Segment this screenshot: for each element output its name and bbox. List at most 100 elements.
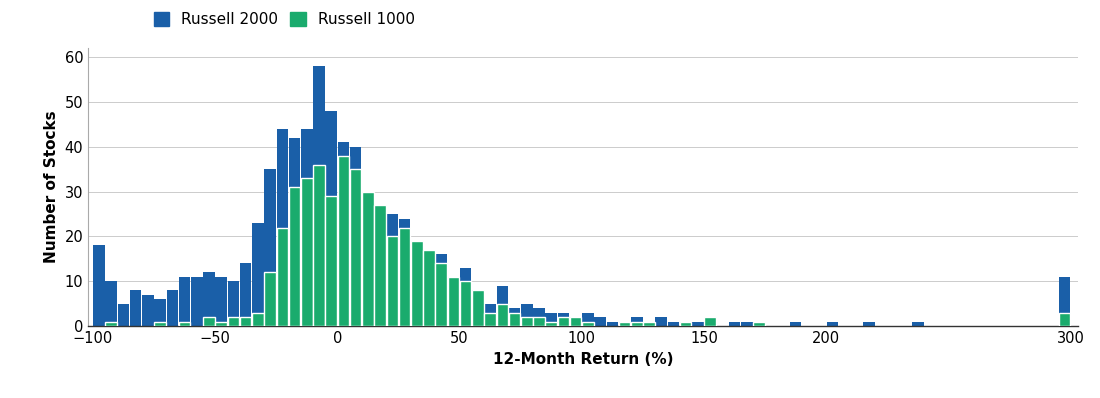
Bar bbox=[276, 228, 288, 326]
Bar bbox=[289, 138, 300, 326]
Bar bbox=[399, 219, 410, 326]
Bar bbox=[460, 281, 472, 326]
Bar bbox=[1059, 277, 1070, 326]
Bar bbox=[496, 286, 508, 326]
Bar bbox=[350, 146, 362, 326]
Bar bbox=[606, 322, 618, 326]
Bar bbox=[436, 263, 447, 326]
Bar bbox=[106, 281, 117, 326]
Bar bbox=[509, 313, 520, 326]
Bar bbox=[570, 317, 582, 326]
Bar bbox=[509, 308, 520, 326]
Bar bbox=[326, 196, 337, 326]
Bar bbox=[252, 223, 264, 326]
Bar bbox=[1059, 313, 1070, 326]
Bar bbox=[338, 156, 349, 326]
Bar bbox=[534, 308, 544, 326]
Bar bbox=[521, 317, 532, 326]
Bar bbox=[411, 241, 422, 326]
Bar bbox=[264, 169, 276, 326]
Bar bbox=[594, 317, 606, 326]
Bar bbox=[106, 322, 117, 326]
Bar bbox=[94, 246, 104, 326]
Bar bbox=[204, 273, 214, 326]
Y-axis label: Number of Stocks: Number of Stocks bbox=[44, 111, 58, 263]
Bar bbox=[374, 205, 386, 326]
Bar bbox=[729, 322, 740, 326]
Legend: Russell 2000, Russell 1000: Russell 2000, Russell 1000 bbox=[147, 6, 421, 33]
Bar bbox=[484, 304, 496, 326]
Bar bbox=[680, 322, 692, 326]
Bar bbox=[582, 313, 594, 326]
Bar bbox=[264, 273, 276, 326]
Bar bbox=[912, 322, 924, 326]
Bar bbox=[704, 322, 716, 326]
Bar bbox=[399, 228, 410, 326]
Bar bbox=[204, 317, 214, 326]
Bar bbox=[790, 322, 802, 326]
Bar bbox=[362, 201, 374, 326]
Bar bbox=[472, 291, 484, 326]
Bar bbox=[154, 299, 166, 326]
Bar bbox=[240, 263, 252, 326]
Bar bbox=[374, 205, 386, 326]
Bar bbox=[386, 236, 398, 326]
Bar bbox=[754, 322, 764, 326]
Bar bbox=[619, 322, 630, 326]
Bar bbox=[216, 277, 227, 326]
Bar bbox=[179, 277, 190, 326]
Bar bbox=[130, 291, 142, 326]
Bar bbox=[350, 169, 362, 326]
Bar bbox=[484, 313, 496, 326]
Bar bbox=[191, 277, 202, 326]
Bar bbox=[668, 322, 679, 326]
Bar bbox=[301, 129, 312, 326]
Bar bbox=[558, 313, 569, 326]
Bar bbox=[301, 178, 312, 326]
Bar bbox=[472, 291, 484, 326]
Bar bbox=[228, 317, 239, 326]
Bar bbox=[864, 322, 874, 326]
Bar bbox=[680, 322, 692, 326]
Bar bbox=[276, 129, 288, 326]
Bar bbox=[362, 191, 374, 326]
Bar bbox=[692, 322, 704, 326]
Bar bbox=[644, 322, 654, 326]
Bar bbox=[460, 268, 472, 326]
Bar bbox=[314, 165, 324, 326]
X-axis label: 12-Month Return (%): 12-Month Return (%) bbox=[493, 352, 673, 367]
Bar bbox=[154, 322, 166, 326]
Bar bbox=[314, 66, 324, 326]
Bar bbox=[436, 254, 447, 326]
Bar bbox=[826, 322, 838, 326]
Bar bbox=[448, 286, 459, 326]
Bar bbox=[644, 322, 654, 326]
Bar bbox=[179, 322, 190, 326]
Bar bbox=[142, 295, 154, 326]
Bar bbox=[216, 322, 227, 326]
Bar bbox=[326, 111, 337, 326]
Bar bbox=[704, 317, 716, 326]
Bar bbox=[656, 317, 667, 326]
Bar bbox=[496, 304, 508, 326]
Bar bbox=[424, 268, 434, 326]
Bar bbox=[240, 317, 252, 326]
Bar bbox=[166, 291, 178, 326]
Bar bbox=[741, 322, 752, 326]
Bar bbox=[448, 277, 459, 326]
Bar bbox=[228, 281, 239, 326]
Bar bbox=[558, 317, 569, 326]
Bar bbox=[582, 322, 594, 326]
Bar bbox=[631, 317, 642, 326]
Bar bbox=[619, 322, 630, 326]
Bar bbox=[521, 304, 532, 326]
Bar bbox=[118, 304, 129, 326]
Bar bbox=[386, 214, 398, 326]
Bar bbox=[631, 322, 642, 326]
Bar bbox=[289, 187, 300, 326]
Bar bbox=[411, 254, 422, 326]
Bar bbox=[570, 317, 582, 326]
Bar bbox=[546, 322, 557, 326]
Bar bbox=[252, 313, 264, 326]
Bar bbox=[338, 142, 349, 326]
